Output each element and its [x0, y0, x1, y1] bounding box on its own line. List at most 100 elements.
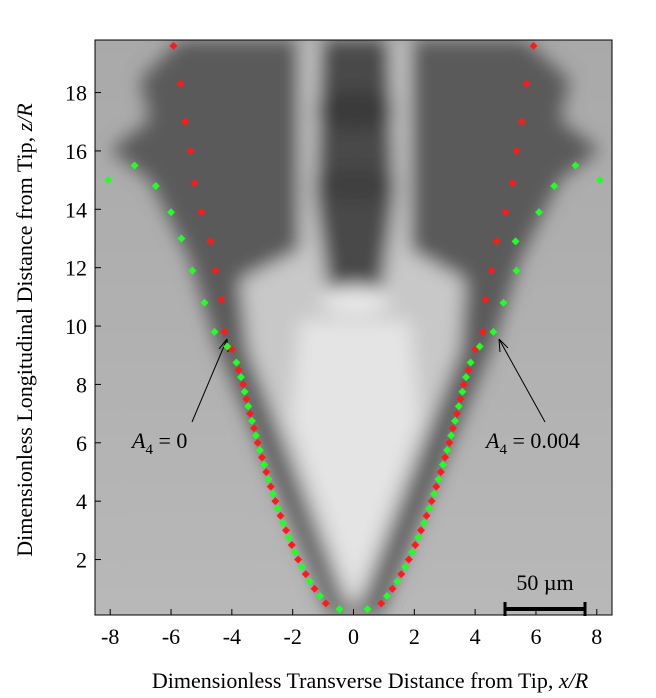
data-point — [104, 176, 113, 185]
photo-background — [95, 40, 612, 615]
data-point — [382, 592, 391, 601]
data-point — [404, 555, 413, 564]
data-point — [217, 295, 226, 304]
data-point — [181, 117, 190, 126]
data-point — [436, 467, 445, 476]
data-point — [363, 605, 372, 614]
scale-bar: 50 µm — [503, 570, 587, 616]
data-point — [454, 402, 463, 411]
data-point — [595, 176, 604, 185]
data-point — [278, 519, 287, 528]
y-tick-label: 4 — [76, 489, 87, 514]
data-point — [257, 453, 266, 462]
annotation-text: = 0.004 — [507, 428, 580, 453]
data-point — [287, 540, 296, 549]
y-tick-label: 16 — [65, 139, 87, 164]
data-point — [458, 387, 467, 396]
data-point — [492, 237, 501, 246]
data-point — [499, 298, 508, 307]
data-point — [414, 533, 423, 542]
data-point — [445, 438, 454, 447]
data-point — [236, 373, 245, 382]
data-point — [512, 266, 521, 275]
annotation-text: = 0 — [153, 428, 187, 453]
data-point — [487, 266, 496, 275]
x-tick-label: 0 — [348, 624, 359, 649]
data-point — [271, 497, 280, 506]
x-axis-label-variable: x/R — [558, 668, 589, 693]
x-tick-label: -6 — [162, 624, 180, 649]
data-point — [240, 387, 249, 396]
y-axis-label-variable: z/R — [12, 103, 37, 133]
data-point — [438, 460, 447, 469]
data-point — [200, 298, 209, 307]
data-point — [508, 179, 517, 188]
y-tick-label: 6 — [76, 431, 87, 456]
annotation-symbol: A — [484, 428, 500, 453]
y-tick-label: 8 — [76, 372, 87, 397]
x-tick-label: -2 — [284, 624, 302, 649]
annotation-label: A4 = 0 — [130, 428, 187, 458]
data-point — [489, 327, 498, 336]
data-point — [251, 431, 260, 440]
data-point — [253, 438, 262, 447]
data-point — [459, 380, 468, 389]
data-point — [294, 555, 303, 564]
data-point — [250, 424, 259, 433]
data-point — [211, 266, 220, 275]
data-point — [177, 234, 186, 243]
data-point — [550, 181, 559, 190]
data-point — [522, 79, 531, 88]
x-tick-label: -4 — [223, 624, 241, 649]
data-point — [430, 489, 439, 498]
data-point — [427, 497, 436, 506]
data-point — [408, 548, 417, 557]
data-point — [441, 453, 450, 462]
data-point — [242, 395, 251, 404]
data-point — [401, 562, 410, 571]
data-point — [452, 409, 461, 418]
annotation-label: A4 = 0.004 — [484, 428, 580, 458]
y-tick-label: 10 — [65, 314, 87, 339]
y-tick-label: 18 — [65, 81, 87, 106]
data-point — [268, 489, 277, 498]
data-point — [434, 475, 443, 484]
annotation-subscript: 4 — [499, 442, 507, 458]
x-tick-label: 8 — [591, 624, 602, 649]
x-axis-label-text: Dimensionless Transverse Distance from T… — [152, 668, 559, 693]
data-point — [186, 146, 195, 155]
data-point — [239, 380, 248, 389]
data-point — [246, 409, 255, 418]
x-tick-label: 2 — [409, 624, 420, 649]
data-point — [529, 41, 538, 50]
data-point — [481, 295, 490, 304]
data-point — [512, 146, 521, 155]
data-point — [290, 548, 299, 557]
data-point — [462, 373, 471, 382]
scale-bar-label: 50 µm — [516, 570, 573, 595]
y-axis-label: Dimensionless Longitudinal Distance from… — [12, 103, 37, 557]
data-point — [478, 327, 487, 336]
data-point — [393, 577, 402, 586]
data-point — [220, 327, 229, 336]
data-point — [321, 599, 330, 608]
annotation-subscript: 4 — [145, 442, 153, 458]
x-axis-label: Dimensionless Transverse Distance from T… — [152, 668, 589, 693]
data-point — [232, 358, 241, 367]
data-point — [397, 570, 406, 579]
data-point — [447, 431, 456, 440]
data-point — [234, 365, 243, 374]
data-point — [206, 237, 215, 246]
x-tick-label: -8 — [101, 624, 119, 649]
data-point — [388, 584, 397, 593]
data-point — [281, 526, 290, 535]
data-point — [448, 424, 457, 433]
y-tick-label: 14 — [65, 197, 87, 222]
data-point — [167, 208, 176, 217]
data-point — [190, 179, 199, 188]
data-point — [188, 266, 197, 275]
data-point — [262, 467, 271, 476]
data-point — [210, 327, 219, 336]
data-point — [266, 482, 275, 491]
